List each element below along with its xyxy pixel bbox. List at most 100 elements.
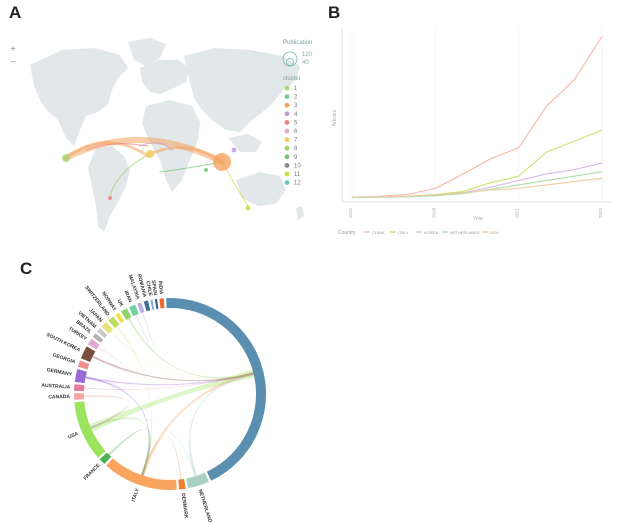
chord-arc-chile bbox=[150, 299, 155, 310]
cluster-legend-label-12: 12 bbox=[294, 181, 301, 187]
chord-arc-canada bbox=[74, 393, 85, 400]
chord-arc-brazil bbox=[92, 333, 104, 343]
x-tick-label-2024: 2024 bbox=[598, 207, 603, 218]
line-series bbox=[351, 36, 603, 199]
chord-arc-georgia bbox=[77, 360, 90, 370]
chord-label-georgia: GEORGIA bbox=[52, 352, 77, 365]
chord-link-south-korea-turkey bbox=[92, 346, 133, 374]
chord-label-denmark: DENMARK bbox=[180, 493, 189, 520]
chord-arc-south-korea bbox=[80, 346, 96, 362]
chord-arc-australia bbox=[74, 384, 85, 392]
cluster-legend-swatch-5 bbox=[284, 120, 290, 125]
cluster-legend-label-10: 10 bbox=[294, 163, 301, 169]
chord-label-netherlands: NETHERLANDS bbox=[197, 489, 214, 522]
chord-arc-netherlands bbox=[186, 472, 209, 489]
series-line-china bbox=[351, 36, 603, 198]
landmass-asia bbox=[184, 48, 300, 132]
cluster-legend-label-11: 11 bbox=[294, 172, 301, 178]
cluster-legend-swatch-2 bbox=[284, 94, 290, 99]
cluster-legend-swatch-9 bbox=[284, 154, 290, 160]
chord-label-usa: USA bbox=[67, 431, 79, 441]
chord-arc-turkey bbox=[87, 338, 100, 350]
cluster-legend-label-9: 9 bbox=[294, 155, 298, 161]
size-legend: Publication 120 40 bbox=[282, 40, 313, 67]
chord-arc-spain bbox=[154, 298, 159, 310]
x-tick-label-2018: 2018 bbox=[431, 207, 436, 218]
link-europe-canada bbox=[85, 143, 149, 151]
x-tick-label-2021: 2021 bbox=[515, 207, 520, 218]
link-europe-brazil bbox=[109, 153, 151, 197]
chord-link-china-netherlands bbox=[188, 371, 254, 477]
landmass-europe bbox=[140, 60, 190, 94]
line-legend-title: Country bbox=[338, 230, 356, 236]
landmass-north-america bbox=[30, 48, 128, 146]
cluster-legend-swatch-4 bbox=[284, 111, 290, 117]
size-legend-circle-large bbox=[282, 51, 298, 67]
cluster-legend-swatch-6 bbox=[284, 128, 290, 134]
series-line-usa bbox=[351, 177, 603, 198]
chord-link-italy-switzerland bbox=[116, 325, 153, 476]
chord-link-china-usa bbox=[89, 369, 255, 432]
chord-arc-denmark bbox=[178, 478, 186, 490]
cluster-legend-swatch-11 bbox=[284, 171, 290, 177]
chord-label-france: FRANCE bbox=[83, 462, 102, 481]
size-legend-title: Publication bbox=[283, 40, 312, 46]
cluster-legend-label-1: 1 bbox=[294, 86, 298, 92]
chord-label-canada: CANADA bbox=[48, 394, 70, 401]
chord-label-italy: ITALY bbox=[131, 487, 141, 502]
chord-label-spain: SPAIN bbox=[150, 280, 158, 296]
country-bubbles bbox=[62, 147, 251, 211]
bubble-korea bbox=[231, 147, 237, 153]
cluster-legend-swatch-8 bbox=[284, 145, 290, 151]
size-legend-circle-small bbox=[286, 58, 294, 66]
cluster-legend-swatch-3 bbox=[284, 102, 290, 108]
gridlines bbox=[351, 28, 603, 202]
x-axis-label: Year bbox=[473, 216, 483, 222]
chord-arc-japan bbox=[101, 322, 114, 334]
zoom-in-button[interactable]: + bbox=[10, 44, 16, 55]
x-tick-labels: 2015 2018 2021 2024 bbox=[348, 207, 603, 218]
world-collaboration-map: Publication 120 40 cluster 1234567891011… bbox=[30, 38, 313, 232]
panel-label-a: A bbox=[9, 3, 22, 22]
x-tick-label-2015: 2015 bbox=[348, 207, 353, 218]
size-legend-min: 40 bbox=[302, 60, 309, 66]
landmass-southeast-asia bbox=[228, 134, 262, 152]
chord-link-iran-malaysia bbox=[135, 312, 155, 354]
bubble-india bbox=[204, 168, 208, 172]
country-chord-diagram: NETHERLANDS DENMARK ITALY FRANCE USA CANADA AU… bbox=[41, 273, 267, 522]
legend-label-korea: KOREA bbox=[424, 230, 438, 235]
size-legend-max: 120 bbox=[302, 52, 313, 58]
chord-label-iran: IRAN bbox=[123, 290, 134, 304]
chord-links bbox=[84, 312, 255, 480]
series-line-korea bbox=[351, 162, 603, 199]
landmass-australia bbox=[236, 172, 286, 206]
chord-arc-germany bbox=[74, 368, 87, 384]
chord-arc-norway bbox=[115, 312, 125, 324]
chord-label-chile: CHILE bbox=[144, 281, 153, 298]
panel-label-c: C bbox=[20, 259, 33, 278]
cluster-legend-title: cluster bbox=[283, 76, 301, 82]
link-usa-europe bbox=[64, 141, 150, 160]
legend-label-italy: ITALY bbox=[398, 230, 409, 235]
chord-arc-vietnam bbox=[97, 328, 108, 339]
bubble-europe bbox=[146, 150, 154, 158]
cluster-legend-label-7: 7 bbox=[294, 138, 298, 144]
cluster-legend-label-2: 2 bbox=[294, 95, 298, 101]
y-axis-label: Articles bbox=[332, 109, 338, 126]
chord-arc-iran bbox=[129, 304, 139, 317]
chord-label-germany: GERMANY bbox=[46, 367, 73, 378]
cluster-legend-swatch-10 bbox=[284, 163, 290, 168]
chord-arcs bbox=[74, 298, 267, 490]
chord-label-india: INDIA bbox=[157, 281, 164, 295]
chord-arc-switzerland bbox=[108, 316, 120, 329]
chord-arc-uk bbox=[121, 308, 132, 320]
chord-label-australia: AUSTRALIA bbox=[41, 383, 71, 391]
cluster-legend-label-5: 5 bbox=[294, 120, 298, 126]
cluster-legend-swatch-1 bbox=[284, 85, 290, 91]
zoom-out-button[interactable]: − bbox=[10, 57, 16, 68]
cluster-legend-swatch-12 bbox=[284, 180, 290, 186]
bubble-brazil bbox=[108, 196, 112, 200]
series-line-netherlands bbox=[351, 171, 603, 199]
cluster-legend-swatch-7 bbox=[284, 137, 290, 142]
